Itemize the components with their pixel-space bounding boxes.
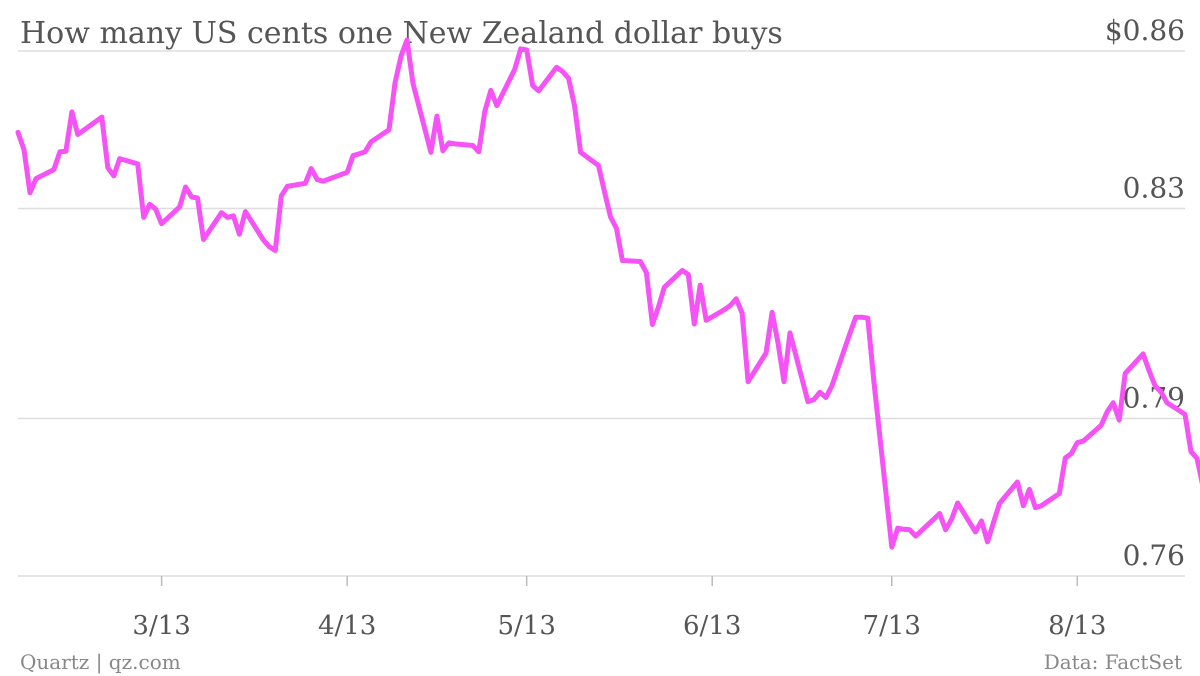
footer-source-right: Data: FactSet [1044, 650, 1182, 674]
series-group [15, 37, 1200, 550]
x-axis-ticks: 3/13 4/13 5/13 6/13 7/13 8/13 [132, 576, 1106, 641]
x-tick-label: 7/13 [863, 611, 921, 641]
x-tick-label: 3/13 [132, 611, 190, 641]
y-tick-label: $0.86 [1105, 14, 1185, 47]
y-tick-label: 0.83 [1123, 172, 1185, 205]
x-tick-label: 6/13 [683, 611, 741, 641]
x-tick-label: 4/13 [318, 611, 376, 641]
y-axis-ticks: $0.860.830.790.76 [1105, 14, 1185, 572]
chart-title: How many US cents one New Zealand dollar… [20, 16, 783, 51]
footer-source-left: Quartz | qz.com [20, 650, 181, 675]
y-tick-label: 0.76 [1123, 539, 1185, 572]
series-line [15, 37, 1200, 550]
x-tick-label: 5/13 [497, 611, 555, 641]
x-tick-label: 8/13 [1048, 611, 1106, 641]
gridlines [18, 50, 1185, 577]
